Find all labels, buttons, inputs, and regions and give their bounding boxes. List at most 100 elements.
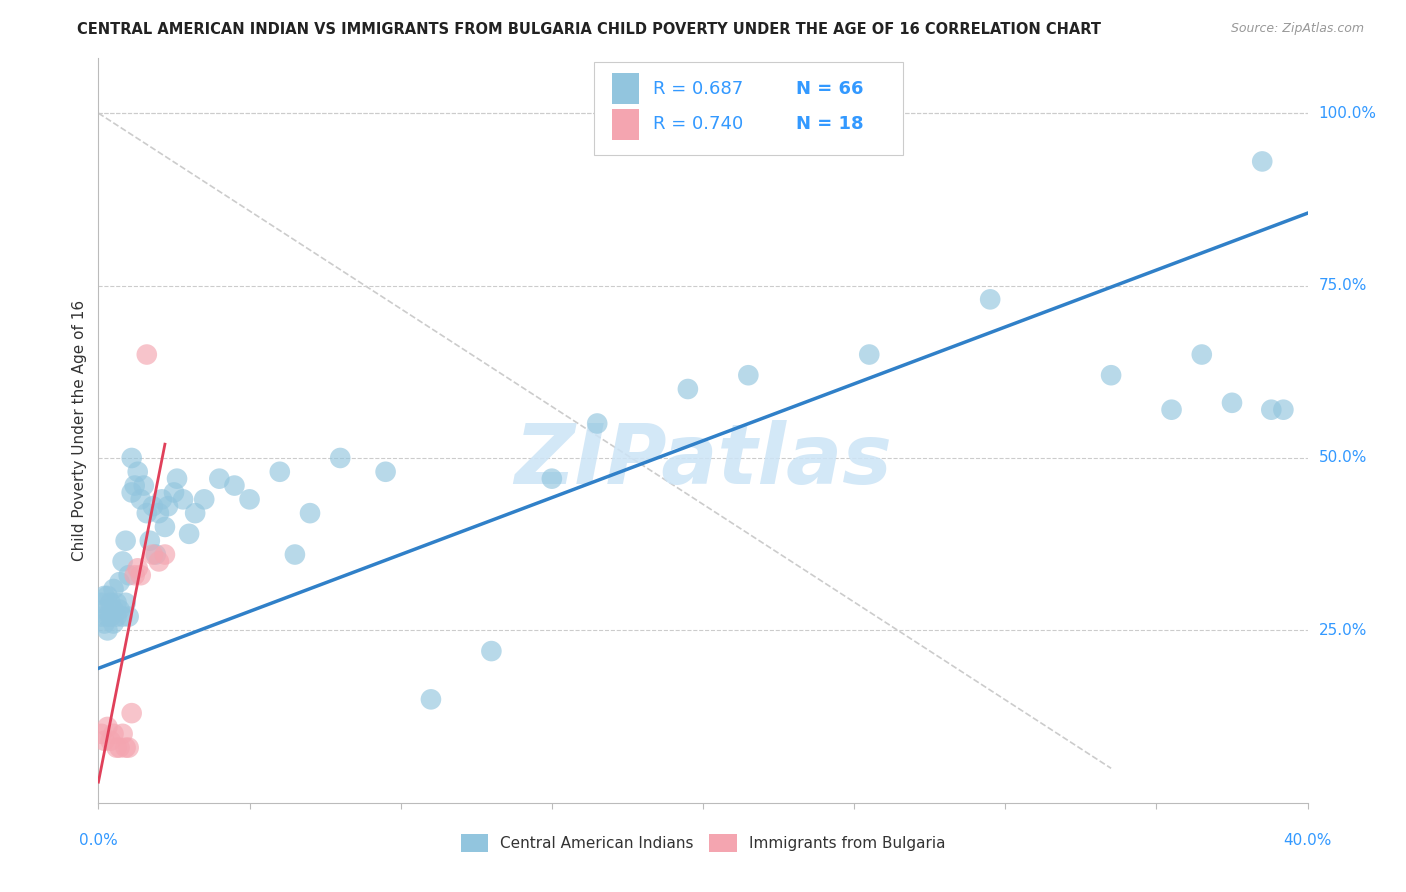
Text: Source: ZipAtlas.com: Source: ZipAtlas.com	[1230, 22, 1364, 36]
Point	[114, 596, 136, 610]
Point	[124, 478, 146, 492]
Point	[103, 603, 125, 617]
Point	[121, 485, 143, 500]
Point	[121, 450, 143, 465]
Point	[269, 465, 291, 479]
Point	[93, 733, 115, 747]
Point	[127, 465, 149, 479]
Point	[193, 492, 215, 507]
Point	[118, 609, 141, 624]
Point	[163, 485, 186, 500]
Text: R = 0.687: R = 0.687	[654, 79, 744, 97]
Point	[135, 347, 157, 361]
Point	[132, 478, 155, 492]
Point	[224, 478, 246, 492]
Point	[284, 548, 307, 562]
Point	[129, 492, 152, 507]
Point	[90, 727, 112, 741]
Point	[676, 382, 699, 396]
Text: 0.0%: 0.0%	[79, 833, 118, 848]
Point	[153, 520, 176, 534]
Point	[90, 609, 112, 624]
Point	[100, 596, 122, 610]
Point	[148, 554, 170, 568]
Point	[1220, 396, 1243, 410]
Point	[129, 568, 152, 582]
Point	[103, 616, 125, 631]
Point	[118, 740, 141, 755]
Text: 100.0%: 100.0%	[1319, 105, 1376, 120]
Point	[145, 548, 167, 562]
Legend: Central American Indians, Immigrants from Bulgaria: Central American Indians, Immigrants fro…	[454, 828, 952, 858]
Point	[1251, 154, 1274, 169]
Point	[124, 568, 146, 582]
Point	[481, 644, 503, 658]
Point	[299, 506, 322, 520]
Point	[179, 526, 201, 541]
Point	[420, 692, 443, 706]
Point	[1260, 402, 1282, 417]
Text: N = 18: N = 18	[796, 115, 863, 133]
Y-axis label: Child Poverty Under the Age of 16: Child Poverty Under the Age of 16	[72, 300, 87, 561]
Point	[239, 492, 262, 507]
Text: ZIPatlas: ZIPatlas	[515, 419, 891, 500]
Point	[139, 533, 162, 548]
Point	[93, 589, 115, 603]
Point	[374, 465, 396, 479]
Text: CENTRAL AMERICAN INDIAN VS IMMIGRANTS FROM BULGARIA CHILD POVERTY UNDER THE AGE : CENTRAL AMERICAN INDIAN VS IMMIGRANTS FR…	[77, 22, 1101, 37]
Point	[153, 548, 176, 562]
FancyBboxPatch shape	[613, 109, 638, 140]
Point	[111, 727, 134, 741]
Point	[105, 596, 128, 610]
Text: 40.0%: 40.0%	[1284, 833, 1331, 848]
Point	[150, 492, 173, 507]
Text: 75.0%: 75.0%	[1319, 278, 1367, 293]
Point	[540, 472, 562, 486]
FancyBboxPatch shape	[613, 73, 638, 104]
Point	[108, 575, 131, 590]
Text: 25.0%: 25.0%	[1319, 623, 1367, 638]
Point	[114, 740, 136, 755]
Point	[135, 506, 157, 520]
Point	[93, 616, 115, 631]
Point	[105, 740, 128, 755]
Point	[114, 533, 136, 548]
Point	[100, 733, 122, 747]
Point	[121, 706, 143, 720]
FancyBboxPatch shape	[595, 62, 903, 155]
Point	[148, 506, 170, 520]
Text: 50.0%: 50.0%	[1319, 450, 1367, 466]
Point	[111, 609, 134, 624]
Point	[96, 589, 118, 603]
Point	[979, 293, 1001, 307]
Point	[103, 582, 125, 596]
Point	[118, 568, 141, 582]
Point	[93, 603, 115, 617]
Point	[172, 492, 194, 507]
Point	[586, 417, 609, 431]
Point	[184, 506, 207, 520]
Point	[111, 554, 134, 568]
Point	[156, 500, 179, 514]
Point	[108, 603, 131, 617]
Point	[96, 720, 118, 734]
Point	[1099, 368, 1122, 383]
Point	[166, 472, 188, 486]
Point	[127, 561, 149, 575]
Point	[1191, 347, 1213, 361]
Point	[208, 472, 231, 486]
Point	[96, 624, 118, 638]
Point	[142, 500, 165, 514]
Point	[1160, 402, 1182, 417]
Point	[103, 727, 125, 741]
Point	[105, 609, 128, 624]
Point	[142, 548, 165, 562]
Point	[858, 347, 880, 361]
Point	[100, 609, 122, 624]
Point	[1272, 402, 1295, 417]
Text: R = 0.740: R = 0.740	[654, 115, 744, 133]
Point	[90, 596, 112, 610]
Point	[96, 609, 118, 624]
Point	[737, 368, 759, 383]
Point	[329, 450, 352, 465]
